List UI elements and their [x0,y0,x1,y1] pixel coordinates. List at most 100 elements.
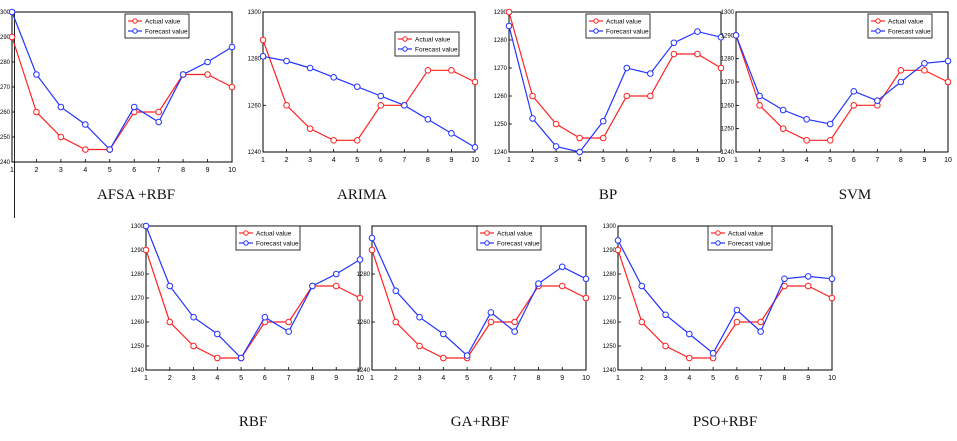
actual-value-line [145,249,361,359]
x-tick-label: 7 [157,167,161,174]
x-tick-label: 6 [852,157,856,164]
actual-value-point [638,318,646,326]
forecast-value-point [614,237,622,244]
plot-area-frame [11,11,233,163]
forecast-value-point [897,78,905,86]
forecast-value-point [552,143,560,150]
legend-marker-actual-value [715,230,721,236]
x-tick-label: 7 [513,375,517,382]
actual-value-point [259,36,267,44]
forecast-value-line [508,25,722,153]
x-tick-label: 2 [168,375,172,382]
forecast-value-point [448,130,455,137]
x-tick-label: 2 [285,157,289,164]
y-tick-label: 1260 [357,320,371,326]
forecast-value-point [283,57,290,65]
y-tick-label: 1250 [721,127,735,133]
legend-label-actual-value: Actual value [728,231,764,238]
y-tick-label: 1280 [131,272,145,278]
y-tick-label: 1260 [721,103,735,109]
legend-marker-actual-value [875,18,881,24]
actual-value-point [283,102,290,109]
forecast-value-point [576,148,583,156]
actual-value-point [733,318,741,326]
chart-pso-rbf: 1 2 3 4 5 6 7 8 9 10 1240 1250 1260 1270 1280 1290 1300 A… [603,224,836,382]
actual-value-point [142,246,150,254]
forecast-value-point [309,282,316,290]
actual-value-point [306,125,314,132]
actual-value-point [850,102,858,109]
y-tick-label: 1240 [721,150,735,156]
x-tick-label: 4 [805,157,809,164]
actual-value-point [33,108,40,116]
actual-value-point [582,294,590,302]
x-tick-label: 8 [672,157,676,164]
legend-marker-forecast-value [593,28,599,34]
x-tick-label: 5 [828,157,832,164]
y-tick-label: 1260 [131,320,145,326]
forecast-value-point [582,275,590,283]
forecast-value-point [709,349,717,357]
y-tick-label: 1290 [0,35,11,41]
y-tick-label: 1280 [721,57,735,63]
actual-value-point [190,342,197,350]
x-tick-label: 2 [34,167,38,174]
y-tick-label: 1250 [494,122,508,128]
chart-panel-rbf: 1 2 3 4 5 6 7 8 9 10 1240 1250 1260 1270 1280 1290 1300 A… [126,220,366,390]
x-tick-label: 3 [664,375,668,382]
y-tick-label: 1240 [0,160,11,166]
forecast-value-point [756,92,763,100]
x-tick-label: 7 [648,157,652,164]
actual-value-point [576,134,583,142]
forecast-value-point [463,352,471,359]
actual-value-point [424,67,432,74]
y-tick-label: 1280 [0,60,11,66]
forecast-value-point [558,263,566,271]
y-tick-label: 1290 [721,33,735,39]
y-tick-label: 1300 [248,10,262,16]
y-tick-label: 1280 [603,272,617,278]
chart-caption-rbf: RBF [238,414,268,430]
chart-panel-svm: 1 2 3 4 5 6 7 8 9 10 1240 1250 1260 1270 1280 1290 1300 A… [718,10,952,185]
x-tick-label: 6 [379,157,383,164]
x-tick-label: 7 [759,375,763,382]
chart-caption-ga-rbf: GA+RBF [450,414,510,430]
x-tick-label: 8 [426,157,430,164]
x-tick-label: 10 [828,375,836,382]
forecast-value-point [647,70,654,77]
legend-label-actual-value: Actual value [145,19,181,26]
forecast-value-line [735,35,949,125]
x-tick-label: 3 [554,157,558,164]
legend-label-forecast-value: Forecast value [145,29,188,36]
actual-value-point [155,108,162,116]
y-tick-label: 1300 [0,10,11,16]
y-tick-label: 1260 [494,94,508,100]
forecast-value-point [130,103,138,111]
chart-bp: 1 2 3 4 5 6 7 8 9 10 1240 1250 1260 1270 1280 1290 Actua… [494,8,725,164]
forecast-value-point [638,282,646,290]
forecast-value-point [733,306,741,314]
actual-value-point [558,282,566,290]
actual-value-point [694,50,701,58]
forecast-value-point [471,144,479,151]
actual-value-point [82,146,89,153]
x-tick-label: 4 [687,375,691,382]
x-tick-label: 10 [944,157,952,164]
x-tick-label: 2 [531,157,535,164]
x-tick-label: 1 [10,167,14,174]
legend-marker-forecast-value [402,46,408,52]
forecast-value-point [237,354,245,362]
forecast-value-line [617,240,833,355]
legend-marker-forecast-value [243,240,249,246]
legend-label-forecast-value: Forecast value [888,29,931,36]
x-tick-label: 5 [601,157,605,164]
legend-label-actual-value: Actual value [497,231,533,238]
x-tick-label: 4 [578,157,582,164]
plot-area-frame [508,11,722,153]
actual-value-point [779,125,787,132]
forecast-value-point [487,309,495,316]
legend-marker-actual-value [402,36,408,42]
actual-value-point [204,71,211,78]
forecast-value-line [371,237,587,357]
y-tick-label: 1290 [603,248,617,254]
